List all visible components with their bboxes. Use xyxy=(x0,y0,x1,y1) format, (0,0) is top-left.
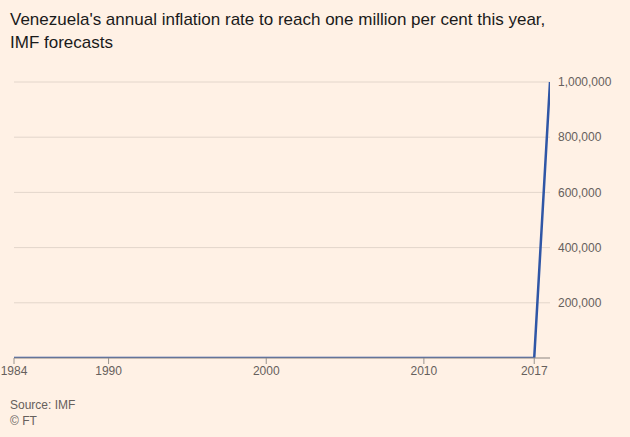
svg-text:1984: 1984 xyxy=(8,364,28,378)
html-text:Source: IMF: Source: IMF xyxy=(10,398,76,412)
svg-text:1990: 1990 xyxy=(95,364,122,378)
html-text:© FT: © FT xyxy=(10,414,37,428)
svg-text:800,000: 800,000 xyxy=(558,130,602,144)
svg-text:2000: 2000 xyxy=(253,364,280,378)
svg-text:600,000: 600,000 xyxy=(558,186,602,200)
svg-text:2017: 2017 xyxy=(521,364,548,378)
svg-text:2010: 2010 xyxy=(411,364,438,378)
svg-text:200,000: 200,000 xyxy=(558,296,602,310)
html-text:Venezuela's annual inflation r: Venezuela's annual inflation rate to rea… xyxy=(10,10,546,52)
svg-text:1,000,000: 1,000,000 xyxy=(558,75,612,89)
svg-text:400,000: 400,000 xyxy=(558,241,602,255)
